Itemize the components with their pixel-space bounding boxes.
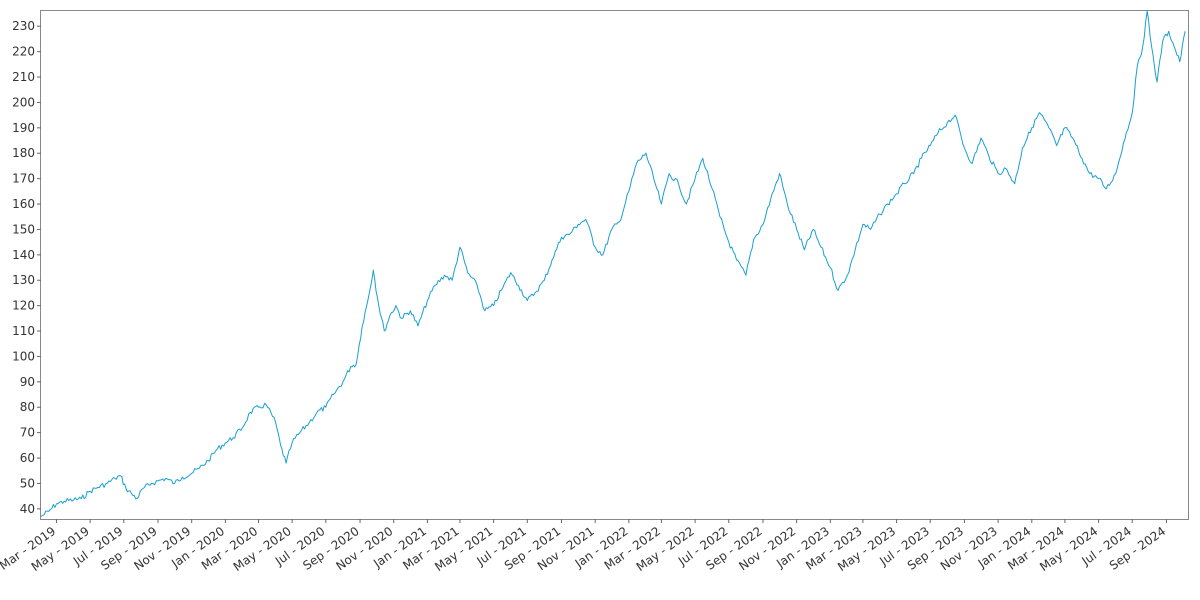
- series-line: [40, 10, 1186, 517]
- y-tick-label: 120: [12, 299, 35, 313]
- y-tick-label: 130: [12, 273, 35, 287]
- plot-area-frame: [40, 10, 1189, 520]
- y-tick-label: 110: [12, 324, 35, 338]
- y-tick-label: 190: [12, 121, 35, 135]
- y-tick-label: 230: [12, 19, 35, 33]
- y-tick-label: 140: [12, 248, 35, 262]
- y-tick-label: 210: [12, 70, 35, 84]
- series-layer: [40, 10, 1186, 517]
- y-tick-label: 160: [12, 197, 35, 211]
- y-tick-label: 80: [20, 400, 35, 414]
- y-tick-label: 90: [20, 375, 35, 389]
- y-tick-label: 170: [12, 172, 35, 186]
- y-tick-label: 100: [12, 349, 35, 363]
- y-tick-label: 40: [20, 502, 35, 516]
- y-tick-label: 70: [20, 426, 35, 440]
- y-tick-label: 180: [12, 146, 35, 160]
- y-tick-label: 220: [12, 45, 35, 59]
- y-tick-label: 150: [12, 222, 35, 236]
- y-axis: 40 50 60 70 80 90 100 110 120 130 140 150 160 170 180 1…: [12, 19, 41, 516]
- y-tick-label: 200: [12, 95, 35, 109]
- y-tick-label: 60: [20, 451, 35, 465]
- y-tick-label: 50: [20, 476, 35, 490]
